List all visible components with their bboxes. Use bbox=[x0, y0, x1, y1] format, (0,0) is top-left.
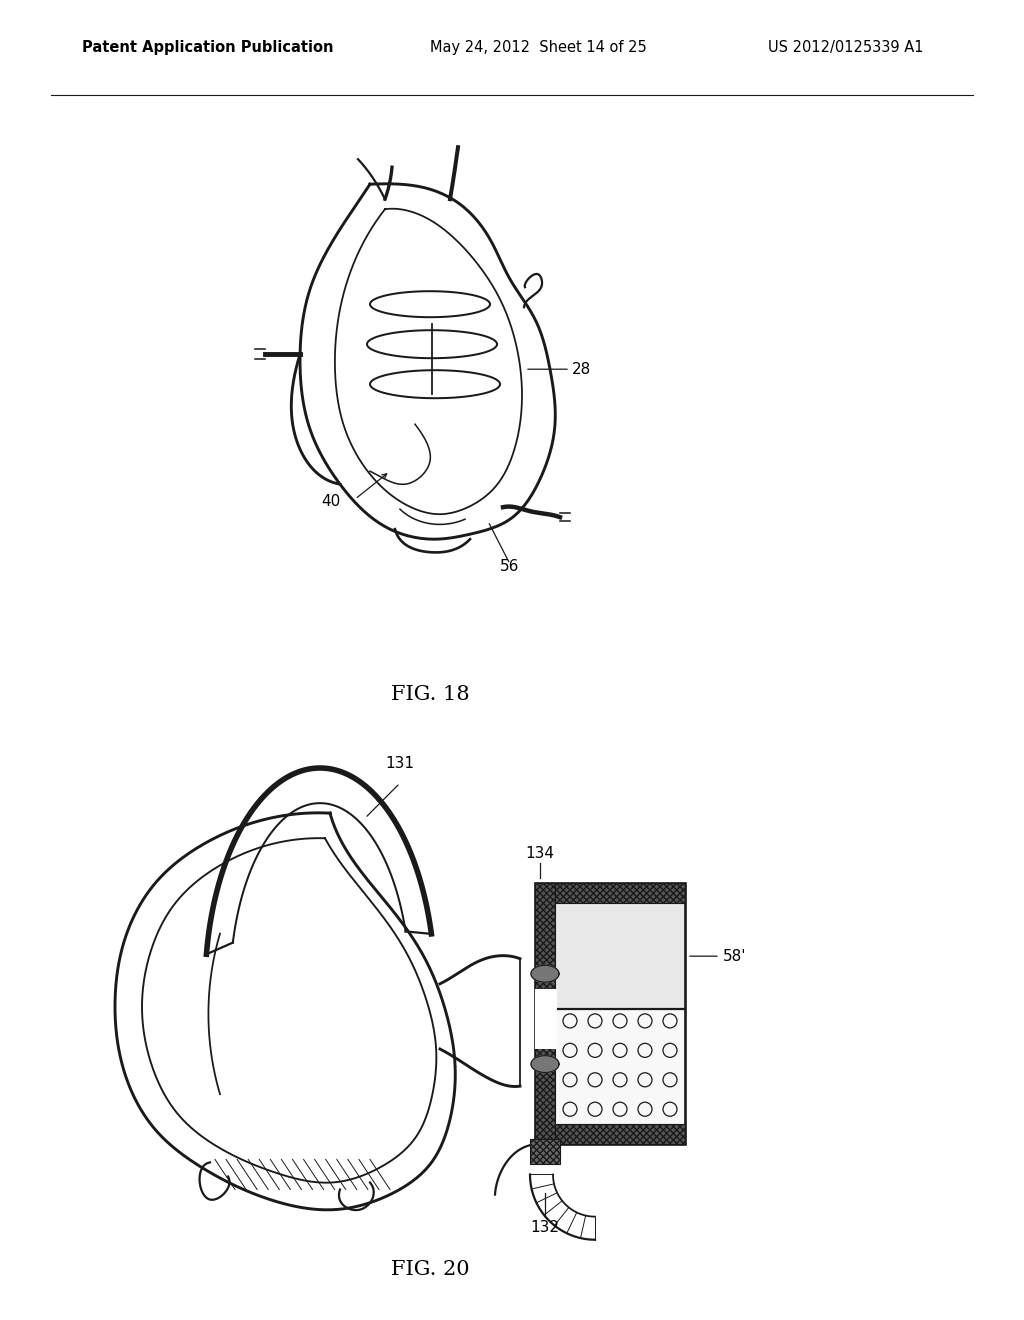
Text: 40: 40 bbox=[321, 494, 340, 508]
Text: FIG. 20: FIG. 20 bbox=[391, 1261, 469, 1279]
Text: 132: 132 bbox=[530, 1220, 559, 1234]
Text: 134: 134 bbox=[525, 846, 555, 862]
Text: 28: 28 bbox=[572, 362, 591, 376]
Text: Patent Application Publication: Patent Application Publication bbox=[82, 40, 334, 55]
Polygon shape bbox=[555, 1008, 685, 1125]
Text: 58': 58' bbox=[723, 949, 746, 964]
Polygon shape bbox=[535, 1125, 685, 1144]
Text: May 24, 2012  Sheet 14 of 25: May 24, 2012 Sheet 14 of 25 bbox=[430, 40, 647, 55]
Text: US 2012/0125339 A1: US 2012/0125339 A1 bbox=[768, 40, 924, 55]
Text: 56: 56 bbox=[501, 560, 520, 574]
Polygon shape bbox=[530, 1139, 560, 1164]
Text: FIG. 18: FIG. 18 bbox=[391, 685, 469, 704]
Polygon shape bbox=[531, 1056, 559, 1073]
Polygon shape bbox=[555, 903, 685, 1008]
Text: 131: 131 bbox=[385, 756, 415, 771]
Polygon shape bbox=[535, 883, 555, 1144]
Polygon shape bbox=[531, 965, 559, 982]
Polygon shape bbox=[535, 883, 685, 903]
Polygon shape bbox=[535, 989, 557, 1049]
